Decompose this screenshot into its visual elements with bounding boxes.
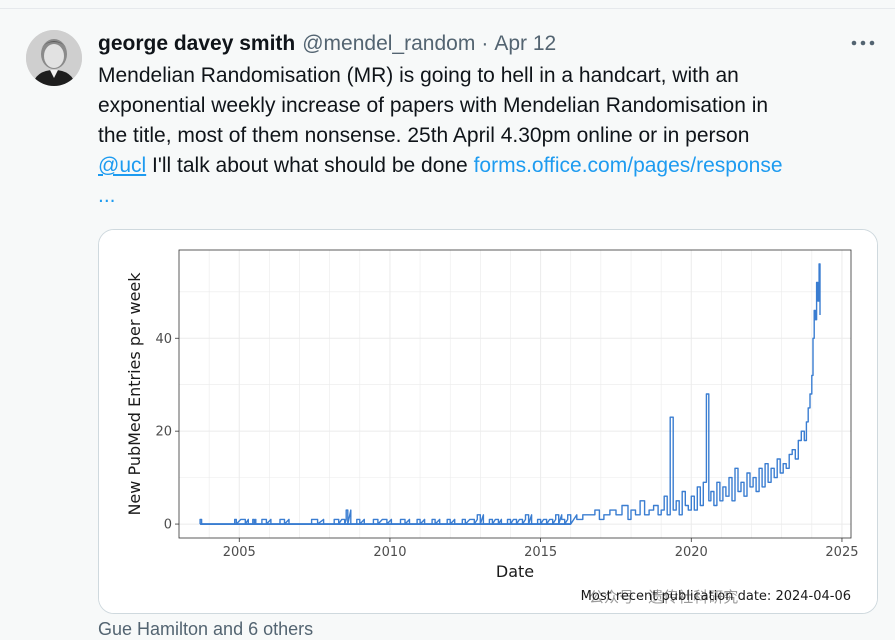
tweet-date[interactable]: Apr 12 <box>494 32 557 55</box>
x-axis-label: Date <box>496 562 534 581</box>
chart-caption: Most recent publication date: 2024-04-06 <box>581 589 851 604</box>
link-ellipsis[interactable]: ... <box>98 184 116 207</box>
avatar-portrait-image <box>26 30 82 86</box>
chart-series-layer <box>199 263 821 525</box>
mention-link[interactable]: @ucl <box>98 154 147 177</box>
divider <box>0 8 895 9</box>
chart-grid <box>179 250 851 538</box>
tweet-text-line: exponential weekly increase of papers wi… <box>98 94 769 117</box>
x-tick-label: 2005 <box>223 545 256 560</box>
tweet-text-fragment: I'll talk about what should be done <box>146 154 474 177</box>
avatar[interactable] <box>26 30 82 86</box>
url-link[interactable]: forms.office.com/pages/response <box>473 154 783 177</box>
x-tick-label: 2025 <box>825 545 858 560</box>
y-axis-label: New PubMed Entries per week <box>125 272 144 516</box>
x-tick-label: 2010 <box>373 545 406 560</box>
chart-tick-layer: 2005 2010 2015 2020 2025 0 20 40 <box>155 332 858 560</box>
more-horizontal-icon <box>851 40 875 46</box>
y-tick-label: 20 <box>155 425 172 440</box>
author-name[interactable]: george davey smith <box>98 32 296 55</box>
chart-image-card[interactable]: 2005 2010 2015 2020 2025 0 20 40 Date New PubMe… <box>98 229 878 614</box>
x-tick-label: 2015 <box>524 545 557 560</box>
y-tick-label: 0 <box>164 518 172 533</box>
separator: · <box>481 32 489 55</box>
chart-panel-border <box>178 249 852 539</box>
tweet-text-line: Mendelian Randomisation (MR) is going to… <box>98 64 739 87</box>
more-button[interactable] <box>848 30 878 56</box>
pubmed-weekly-series-line <box>199 263 821 525</box>
watermark-text: 公众号 · 遗传社科研究 <box>589 588 738 606</box>
y-tick-label: 40 <box>155 332 172 347</box>
tweet-text-line: the title, most of them nonsense. 25th A… <box>98 124 750 147</box>
author-handle[interactable]: @mendel_random <box>302 32 476 55</box>
x-tick-label: 2020 <box>675 545 708 560</box>
pubmed-chart: 2005 2010 2015 2020 2025 0 20 40 Date New PubMe… <box>99 230 877 613</box>
tweet-text: Mendelian Randomisation (MR) is going to… <box>98 61 883 211</box>
tweet-text-line: @ucl I'll talk about what should be done… <box>98 151 883 181</box>
tweet-header: george davey smith @mendel_random · Apr … <box>98 30 556 58</box>
